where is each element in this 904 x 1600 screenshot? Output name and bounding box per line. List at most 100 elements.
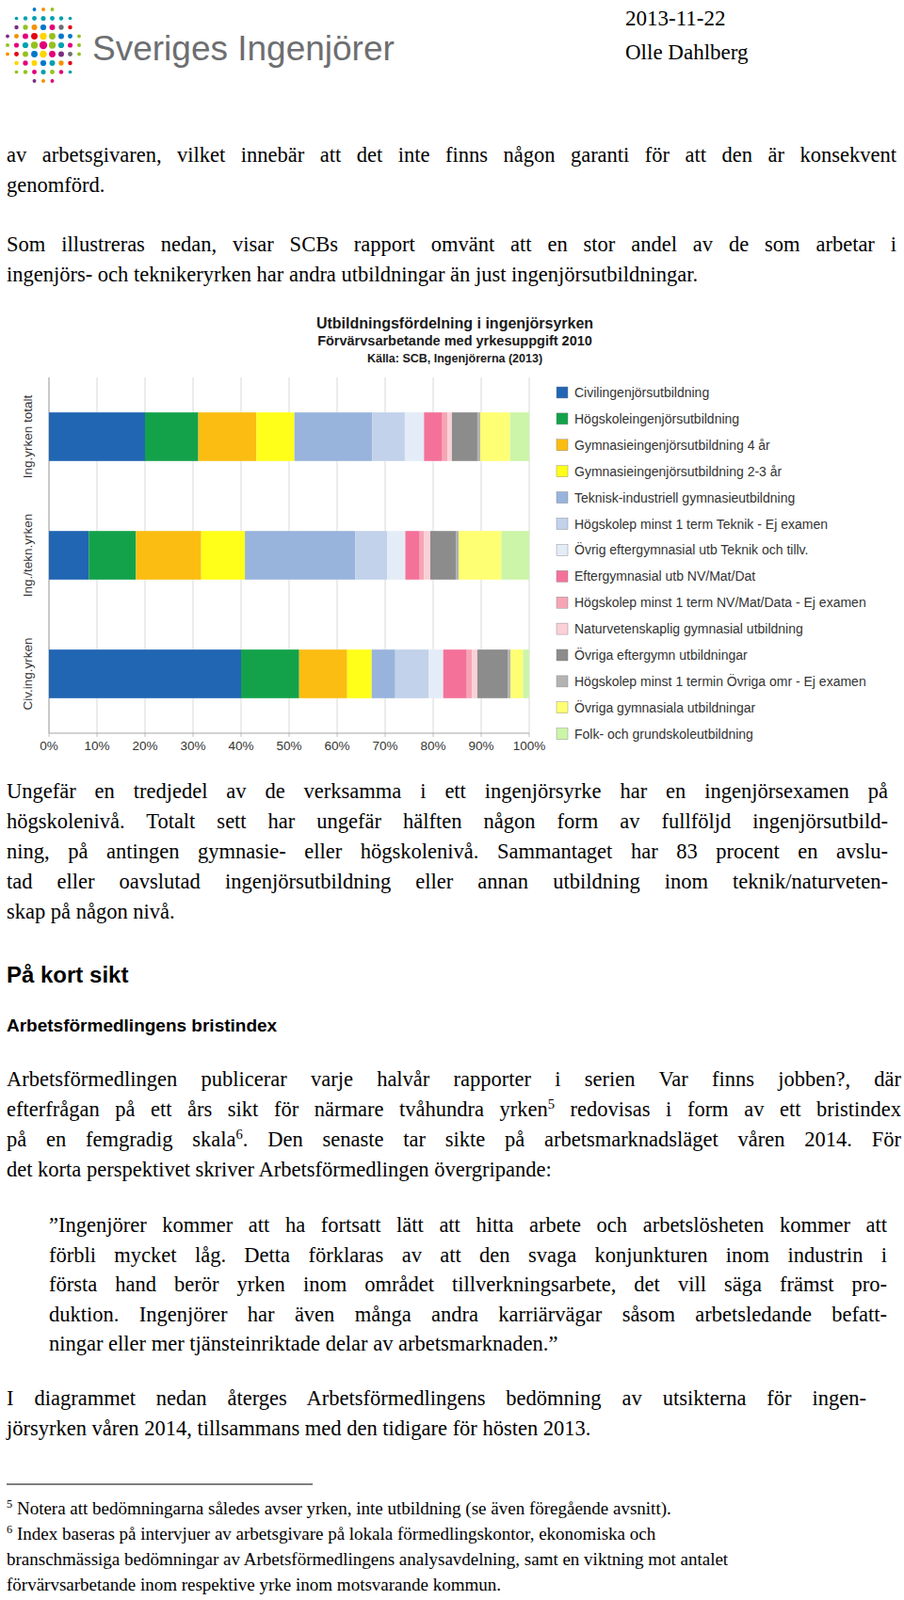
logo-dot — [48, 41, 56, 49]
logo-dot — [77, 34, 81, 39]
text-run: det korta perspektivet skriver Arbetsför… — [6, 1158, 552, 1182]
bar-segment — [430, 531, 456, 581]
chart-subtitle: Förvärvsarbetande med yrkesuppgift 2010 — [317, 333, 593, 349]
logo-dot — [23, 69, 28, 74]
legend-label: Högskolep minst 1 term Teknik - Ej exame… — [574, 516, 828, 533]
bar-segment — [452, 412, 478, 462]
logo-dot — [41, 7, 46, 12]
text-run: branschmässiga bedömningar av Arbetsförm… — [6, 1549, 728, 1570]
bar-segment — [455, 531, 459, 581]
text-run: Index baseras på intervjuer av arbetsgiv… — [12, 1524, 656, 1545]
text-line: efterfrågan på ett års sikt för närmare … — [6, 1095, 902, 1126]
logo-dot — [59, 69, 64, 74]
text-run: av arbetsgivaren, vilket innebär att det… — [6, 143, 897, 167]
legend-swatch — [556, 728, 568, 741]
text-run: genomförd. — [6, 173, 105, 197]
footnote-ref: 6 — [235, 1127, 243, 1143]
chart-source: Källa: SCB, Ingenjörerna (2013) — [367, 352, 543, 366]
text-line: genomförd. — [6, 170, 897, 201]
bar-segment — [522, 649, 530, 699]
tick-mark — [385, 733, 387, 738]
logo-dot — [14, 51, 19, 57]
logo-dot — [41, 79, 46, 83]
logo-dot — [67, 61, 72, 65]
tick-label: 20% — [131, 739, 158, 754]
text-line: av arbetsgivaren, vilket innebär att det… — [6, 140, 897, 171]
text-line: första hand berör yrken inom området til… — [48, 1270, 888, 1301]
bar-segment — [423, 412, 442, 462]
tick-mark — [289, 733, 291, 738]
text-run: efterfrågan på ett års sikt för närmare … — [6, 1097, 549, 1122]
bar-segment — [371, 649, 396, 699]
text-run: duktion. Ingenjörer har även många andra… — [48, 1303, 888, 1327]
logo-dot — [58, 24, 64, 30]
logo-dot — [40, 69, 46, 75]
text-line: ”Ingenjörer kommer att ha fortsatt lätt … — [48, 1210, 888, 1242]
legend-swatch — [556, 492, 568, 504]
logo-dot — [77, 43, 81, 48]
text-line: Ungefär en tredjedel av de verksamma i e… — [6, 776, 888, 808]
logo-dot — [14, 33, 19, 39]
logo-dot — [32, 16, 37, 21]
logo-dot — [14, 25, 18, 30]
tick-label: 70% — [371, 739, 398, 754]
legend-label: Gymnasieingenjörsutbildning 4 år — [574, 437, 771, 453]
tick-mark — [481, 733, 483, 738]
bar-segment — [88, 531, 136, 581]
bar-segment — [477, 412, 481, 462]
text-run: tad eller oavslutad ingenjörsutbildning … — [6, 870, 888, 894]
text-run: Ungefär en tredjedel av de verksamma i e… — [6, 779, 888, 804]
logo-dot — [58, 51, 65, 58]
paragraph: Ungefär en tredjedel av de verksamma i e… — [6, 776, 888, 928]
text-run: första hand berör yrken inom området til… — [48, 1273, 888, 1297]
logo-dot — [58, 60, 64, 65]
bar-segment — [135, 531, 201, 581]
text-run: Notera att bedömningarna således avser y… — [12, 1499, 672, 1519]
legend-label: Högskoleingenjörsutbildning — [574, 411, 740, 427]
logo-dot — [67, 51, 73, 57]
text-line: I diagrammet nedan återges Arbetsförmedl… — [6, 1384, 867, 1415]
bar-segment — [241, 649, 300, 699]
text-line: 6 Index baseras på intervjuer av arbetsg… — [6, 1521, 892, 1548]
logo-dot — [14, 61, 18, 65]
legend-label: Övriga eftergymn utbildningar — [574, 646, 748, 663]
logo-dot — [67, 42, 73, 48]
bar-segment — [404, 531, 420, 581]
logo-dot — [31, 32, 38, 40]
author: Olle Dahlberg — [625, 39, 749, 66]
logo-dot — [49, 24, 56, 31]
logo-dot — [58, 33, 65, 40]
legend-label: Civilingenjörsutbildning — [574, 385, 710, 401]
bar-segment — [447, 412, 452, 462]
legend-label: Övriga gymnasiala utbildningar — [574, 699, 757, 716]
logo-dot — [32, 69, 37, 75]
logo-dot — [5, 43, 10, 48]
logo-dot — [50, 79, 55, 83]
bar-segment — [467, 649, 473, 699]
logo-dot — [32, 24, 38, 31]
legend: Civilingenjörsutbildning Högskoleingenjör… — [556, 385, 867, 743]
logo-dot — [23, 16, 28, 20]
logo-dot — [22, 33, 29, 40]
bar-segment — [507, 649, 511, 699]
legend-swatch — [556, 518, 568, 531]
legend-swatch — [556, 544, 568, 556]
logo-dot — [32, 60, 38, 66]
bar-segment — [294, 412, 373, 462]
category-label: Ing./tekn.yrken — [20, 514, 35, 598]
bar-segment — [419, 531, 425, 581]
text-line: Som illustreras nedan, visar SCBs rappor… — [6, 229, 897, 260]
text-line: högskolenivå. Totalt sett har ungefär hä… — [6, 807, 888, 838]
tick-mark — [96, 733, 98, 738]
text-line: Arbetsförmedlingens bristindex — [6, 1013, 897, 1040]
bar-segment — [387, 531, 405, 581]
paragraph: av arbetsgivaren, vilket innebär att det… — [6, 140, 897, 201]
chart-title: Utbildningsfördelning i ingenjörsyrken — [316, 315, 594, 332]
text-run: förvärvsarbetande inom respektive yrke i… — [6, 1575, 501, 1596]
text-line: tad eller oavslutad ingenjörsutbildning … — [6, 867, 888, 898]
logo-dot — [14, 42, 19, 48]
category-label: Civ.ing.yrken — [20, 637, 35, 711]
text-line: förvärvsarbetande inom respektive yrke i… — [6, 1572, 892, 1599]
text-run: förbli mycket låg. Detta förklaras av at… — [48, 1243, 888, 1268]
chart: Utbildningsfördelning i ingenjörsyrkenFö… — [20, 315, 867, 754]
